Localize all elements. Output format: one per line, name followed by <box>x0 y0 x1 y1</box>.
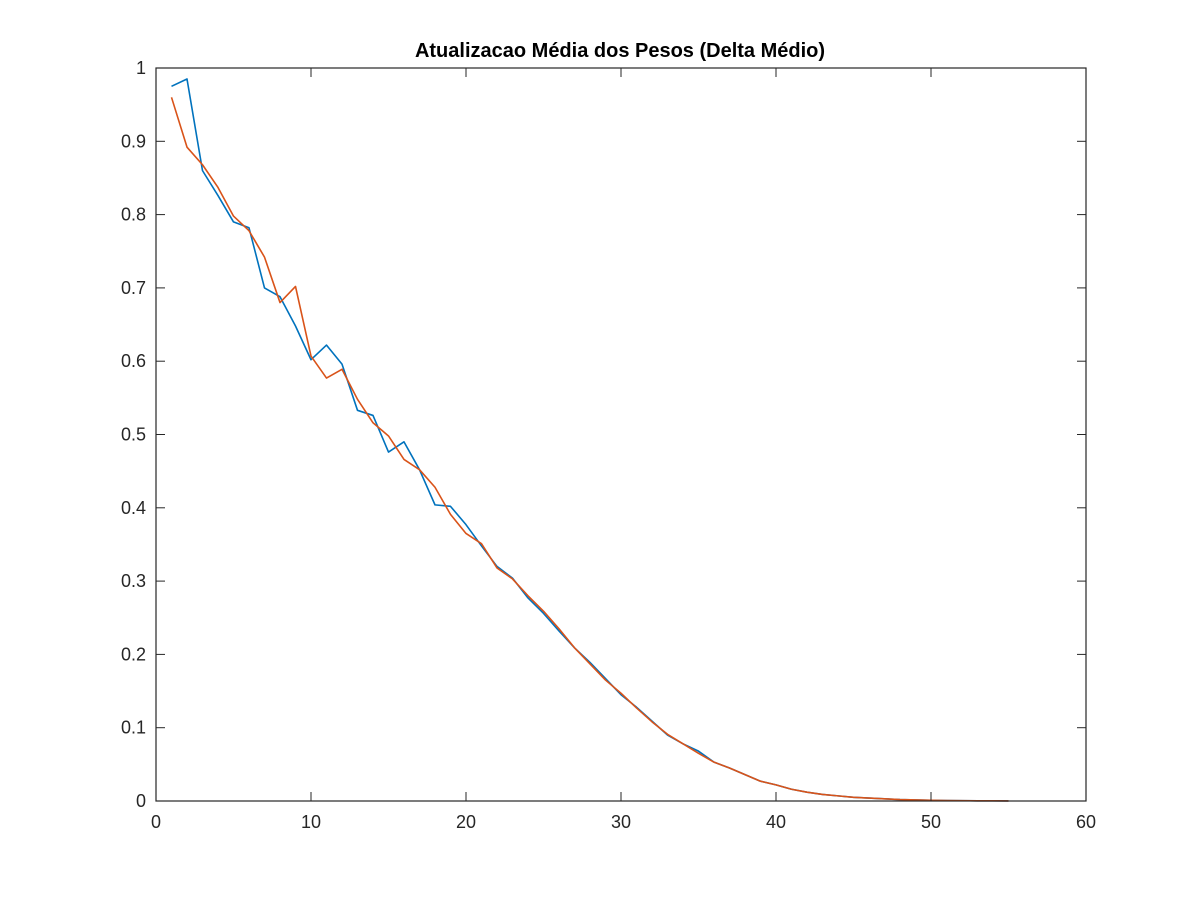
y-tick-label: 0.3 <box>121 571 146 591</box>
x-tick-label: 30 <box>611 812 631 832</box>
plot-area-frame <box>155 67 1087 802</box>
chart-title: Atualizacao Média dos Pesos (Delta Médio… <box>415 40 825 62</box>
x-tick-label: 60 <box>1076 812 1096 832</box>
x-tick-label: 10 <box>301 812 321 832</box>
x-tick-label: 40 <box>766 812 786 832</box>
y-tick-label: 0.2 <box>121 644 146 664</box>
x-tick-labels: 0 10 20 30 40 50 60 <box>151 812 1096 832</box>
y-tick-labels: 0 0.1 0.2 0.3 0.4 0.5 0.6 0.7 0.8 0.9 1 <box>121 58 146 811</box>
y-tick-label: 0 <box>136 791 146 811</box>
y-tick-label: 0.4 <box>121 498 146 518</box>
y-tick-label: 0.5 <box>121 425 146 445</box>
y-tick-label: 0.9 <box>121 131 146 151</box>
y-tick-label: 0.8 <box>121 205 146 225</box>
y-tick-label: 0.1 <box>121 718 146 738</box>
y-tick-label: 1 <box>136 58 146 78</box>
x-tick-label: 50 <box>921 812 941 832</box>
series-layer <box>170 78 1009 802</box>
series-line-1 <box>171 78 1009 802</box>
ticks-layer <box>155 67 1087 802</box>
x-tick-label: 0 <box>151 812 161 832</box>
series-line-2 <box>170 97 1009 802</box>
y-tick-label: 0.6 <box>121 351 146 371</box>
y-tick-label: 0.7 <box>121 278 146 298</box>
x-tick-label: 20 <box>456 812 476 832</box>
